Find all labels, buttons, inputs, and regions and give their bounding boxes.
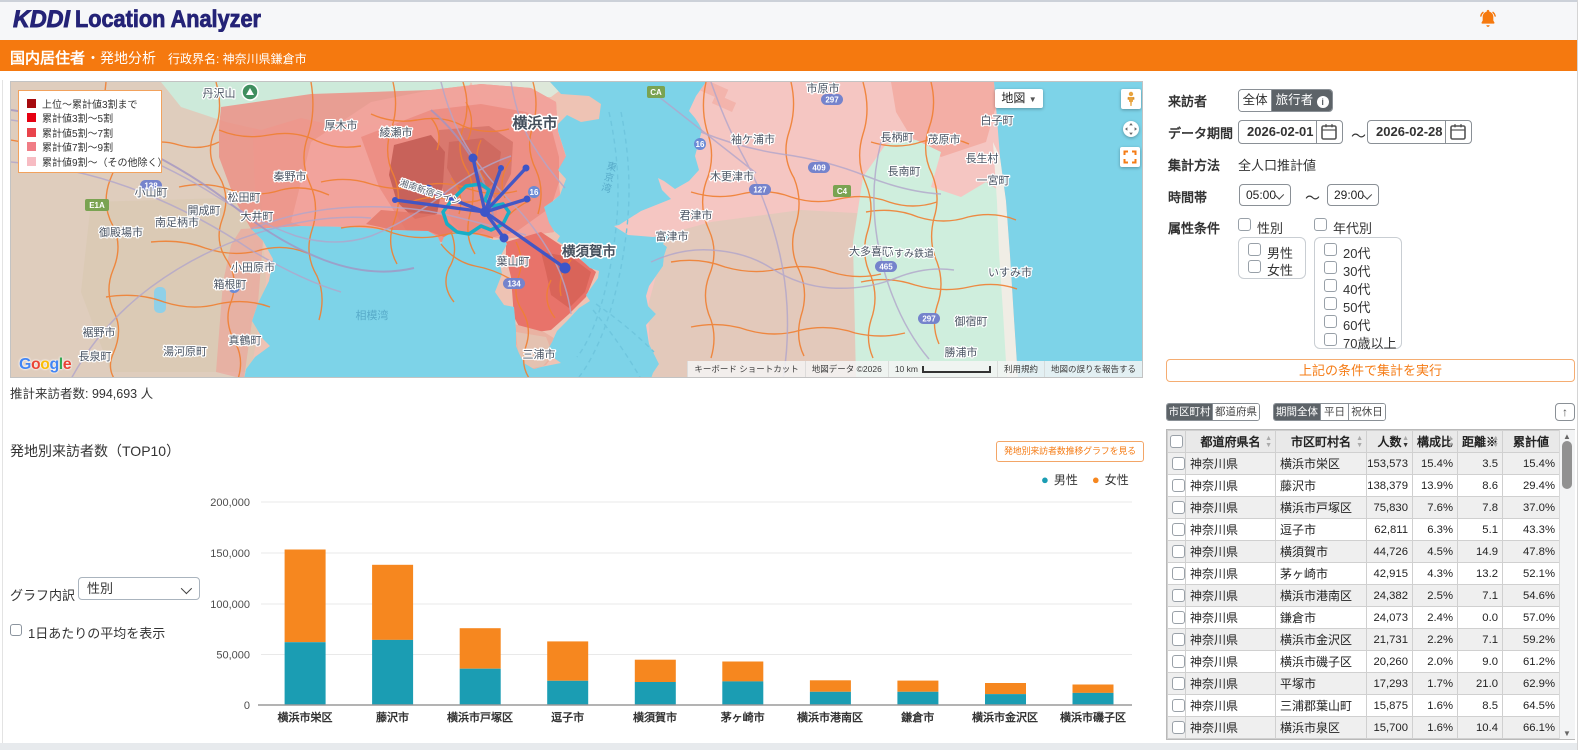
svg-text:綾瀬市: 綾瀬市	[380, 125, 413, 139]
svg-text:大多喜町: 大多喜町	[849, 244, 893, 258]
svg-text:いすみ鉄道: いすみ鉄道	[884, 247, 934, 260]
svg-text:C4: C4	[837, 187, 848, 196]
svg-text:127: 127	[753, 186, 767, 195]
svg-text:横浜市港南区: 横浜市港南区	[797, 710, 863, 724]
svg-text:134: 134	[507, 280, 521, 289]
svg-text:小山町: 小山町	[135, 186, 168, 199]
svg-text:長柄町: 長柄町	[881, 131, 914, 144]
svg-text:木更津市: 木更津市	[710, 169, 754, 183]
svg-text:横浜市磯子区: 横浜市磯子区	[1060, 710, 1126, 724]
svg-text:湯河原町: 湯河原町	[163, 345, 207, 358]
svg-text:鎌倉市: 鎌倉市	[900, 710, 934, 724]
svg-text:100,000: 100,000	[210, 599, 250, 611]
svg-text:松田町: 松田町	[228, 190, 261, 204]
svg-text:袖ケ浦市: 袖ケ浦市	[731, 132, 775, 146]
svg-text:勝浦市: 勝浦市	[945, 345, 978, 359]
svg-text:葉山町: 葉山町	[497, 254, 530, 268]
svg-text:150,000: 150,000	[210, 548, 250, 560]
svg-text:横浜市戸塚区: 横浜市戸塚区	[447, 710, 513, 724]
svg-text:開成町: 開成町	[188, 204, 221, 217]
svg-text:横浜市: 横浜市	[512, 114, 557, 132]
svg-text:御宿町: 御宿町	[955, 314, 988, 328]
svg-text:0: 0	[244, 700, 250, 712]
svg-text:E1A: E1A	[89, 201, 105, 210]
svg-text:横須賀市: 横須賀市	[633, 710, 677, 724]
svg-text:君津市: 君津市	[680, 208, 713, 222]
svg-text:16: 16	[696, 140, 705, 149]
svg-text:小田原市: 小田原市	[231, 260, 275, 274]
svg-text:297: 297	[825, 96, 839, 105]
svg-text:白子町: 白子町	[981, 113, 1014, 127]
svg-text:南足柄市: 南足柄市	[155, 215, 199, 229]
svg-text:138: 138	[144, 182, 158, 191]
svg-text:長生村: 長生村	[966, 151, 999, 165]
svg-text:16: 16	[530, 188, 539, 197]
svg-text:50,000: 50,000	[216, 650, 250, 662]
svg-text:茂原市: 茂原市	[928, 132, 961, 146]
svg-text:三浦市: 三浦市	[523, 347, 556, 361]
svg-text:市原市: 市原市	[807, 82, 840, 95]
svg-text:茅ヶ崎市: 茅ヶ崎市	[721, 710, 765, 724]
svg-text:横浜市栄区: 横浜市栄区	[278, 710, 333, 724]
svg-text:富津市: 富津市	[656, 229, 689, 243]
svg-text:逗子市: 逗子市	[551, 710, 584, 724]
svg-text:丹沢山: 丹沢山	[203, 86, 236, 100]
svg-text:200,000: 200,000	[210, 497, 250, 509]
svg-text:いすみ市: いすみ市	[988, 265, 1032, 279]
svg-text:長泉町: 長泉町	[79, 349, 112, 363]
svg-text:CA: CA	[650, 88, 662, 97]
svg-text:真鶴町: 真鶴町	[229, 333, 262, 347]
svg-text:465: 465	[879, 263, 893, 272]
svg-text:横浜市金沢区: 横浜市金沢区	[972, 710, 1038, 724]
svg-text:裾野市: 裾野市	[83, 325, 116, 339]
svg-text:秦野市: 秦野市	[274, 169, 307, 183]
svg-text:1: 1	[232, 283, 237, 292]
svg-text:KDDI: KDDI	[13, 8, 71, 32]
svg-text:長南町: 長南町	[888, 165, 921, 178]
svg-text:藤沢市: 藤沢市	[376, 710, 409, 724]
svg-text:御殿場市: 御殿場市	[99, 225, 143, 239]
svg-text:Location Analyzer: Location Analyzer	[75, 8, 261, 32]
svg-text:相模湾: 相模湾	[356, 308, 389, 322]
svg-text:297: 297	[922, 315, 936, 324]
svg-text:横須賀市: 横須賀市	[562, 243, 616, 259]
svg-text:大井町: 大井町	[241, 209, 274, 223]
svg-text:409: 409	[812, 164, 826, 173]
svg-text:一宮町: 一宮町	[977, 173, 1010, 187]
svg-text:厚木市: 厚木市	[325, 118, 358, 132]
svg-text:箱根町: 箱根町	[214, 277, 247, 291]
